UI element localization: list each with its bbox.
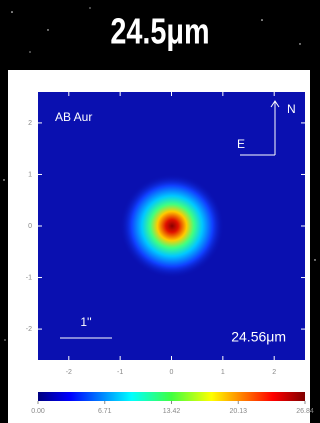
x-tick-label: -2 [66, 369, 72, 376]
page: {"chart_data": {"type": "image", "title"… [0, 0, 320, 423]
object-label: AB Aur [55, 110, 92, 124]
x-tick-label: -1 [117, 369, 123, 376]
colorbar-tick-label: 13.42 [163, 408, 181, 415]
figure: 24.5μm AB Aur N E 1'' 24.56μm -2 -1 0 1 2 -2 -… [0, 0, 320, 423]
colorbar-tick-label: 6.71 [98, 408, 112, 415]
colorbar-tick-label: 20.13 [229, 408, 247, 415]
y-tick-label: -1 [26, 274, 32, 281]
scale-label: 1'' [80, 315, 91, 329]
title: 24.5μm [110, 10, 209, 51]
colorbar-tick-label: 26.84 [296, 408, 314, 415]
source [120, 174, 224, 278]
y-tick-label: -2 [26, 326, 32, 333]
north-label: N [287, 102, 296, 116]
colorbar [38, 392, 305, 401]
y-tick-label: 1 [28, 171, 32, 178]
x-tick-label: 1 [221, 369, 225, 376]
y-tick-label: 0 [28, 223, 32, 230]
colorbar-tick-label: 0.00 [31, 408, 45, 415]
y-tick-label: 2 [28, 120, 32, 127]
x-tick-label: 0 [170, 369, 174, 376]
wavelength-label: 24.56μm [231, 329, 286, 345]
x-tick-label: 2 [272, 369, 276, 376]
east-label: E [237, 137, 245, 151]
